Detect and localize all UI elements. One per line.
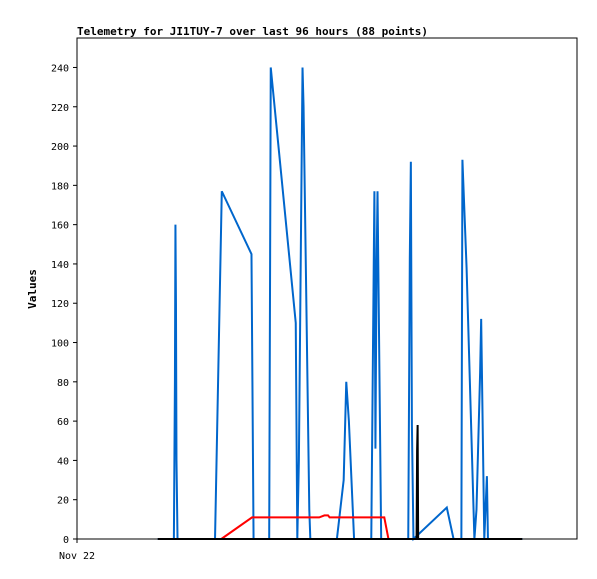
y-tick-label: 120 (51, 299, 69, 310)
y-tick-label: 240 (51, 63, 69, 74)
y-tick-label: 20 (57, 496, 69, 507)
y-tick-label: 100 (51, 339, 69, 350)
y-tick-label: 220 (51, 103, 69, 114)
y-tick-label: 80 (57, 378, 69, 389)
series-layer (157, 67, 523, 542)
x-tick-label: Nov 22 (59, 551, 95, 562)
series-line-1 (220, 514, 395, 540)
y-axis: 0 20 40 60 80 100 120 140 160 180 200 220 240 (51, 63, 77, 546)
y-axis-label: Values (26, 269, 39, 309)
y-tick-label: 140 (51, 260, 69, 271)
y-tick-label: 40 (57, 456, 69, 467)
x-axis: Nov 22 (59, 539, 95, 562)
plot-area (76, 37, 578, 540)
chart-title: Telemetry for JI1TUY-7 over last 96 hour… (77, 25, 428, 38)
series-line-2 (157, 425, 523, 540)
y-tick-label: 160 (51, 221, 69, 232)
y-tick-label: 0 (63, 535, 69, 546)
y-tick-label: 200 (51, 142, 69, 153)
y-tick-label: 180 (51, 181, 69, 192)
y-tick-label: 60 (57, 417, 69, 428)
